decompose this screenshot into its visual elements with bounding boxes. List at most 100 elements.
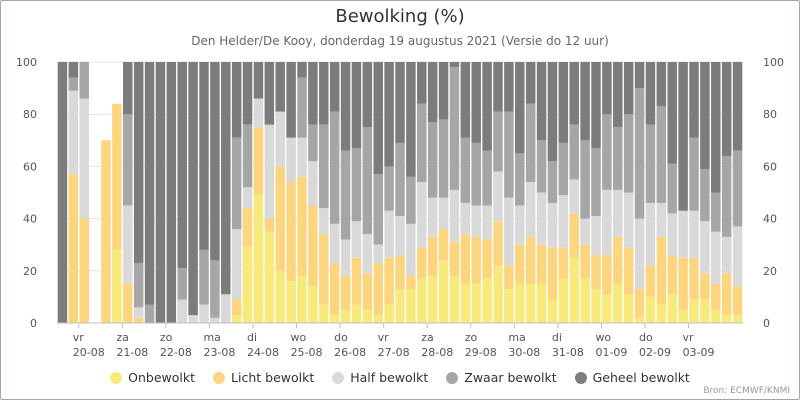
bar-segment	[406, 223, 416, 277]
bar-segment	[580, 218, 590, 245]
bar-segment	[406, 289, 416, 323]
legend: Onbewolkt Licht bewolkt Half bewolkt Zwaar …	[0, 370, 800, 385]
bar-segment	[580, 140, 590, 219]
legend-item[interactable]: Onbewolkt	[110, 370, 195, 385]
bar-segment	[656, 106, 667, 203]
bar-segment	[569, 213, 579, 258]
bar-segment	[536, 192, 547, 245]
bar-segment	[340, 150, 351, 240]
bar-segment	[68, 174, 79, 323]
x-tick-date: 02-09	[639, 346, 671, 359]
bar-segment	[525, 283, 536, 323]
bar-segment	[667, 294, 677, 323]
bar-segment	[667, 62, 677, 164]
bar-segment	[242, 247, 253, 323]
bar-segment	[297, 62, 307, 78]
legend-item[interactable]: Half bewolkt	[332, 370, 428, 385]
x-tick-day: ma	[203, 331, 220, 344]
bar-segment	[493, 265, 503, 323]
bar-segment	[319, 304, 329, 323]
y-tick-label-left: 100	[16, 56, 37, 69]
bar-segment	[493, 62, 503, 112]
bar-segment	[275, 270, 285, 323]
bar-segment	[319, 234, 329, 305]
bar-segment	[547, 299, 558, 323]
bar-segment	[580, 62, 590, 141]
bar-segment	[602, 294, 612, 323]
legend-label: Zwaar bewolkt	[464, 370, 557, 385]
bar-segment	[221, 62, 231, 295]
bar-segment	[536, 283, 547, 323]
bar-segment	[634, 218, 645, 290]
bar-segment	[700, 221, 710, 274]
bar-segment	[166, 62, 177, 323]
bar-segment	[362, 127, 373, 235]
bar-segment	[493, 221, 503, 266]
x-tick-date: 28-08	[421, 346, 453, 359]
legend-label: Half bewolkt	[350, 370, 429, 385]
bar-segment	[406, 176, 416, 224]
bar-segment	[515, 244, 525, 284]
bar-segment	[427, 62, 438, 123]
bar-segment	[286, 182, 296, 282]
bar-segment	[504, 111, 514, 198]
bar-segment	[623, 114, 634, 193]
legend-item[interactable]: Geheel bewolkt	[574, 370, 690, 385]
bar-segment	[351, 62, 362, 149]
bar-segment	[286, 62, 296, 138]
bar-segment	[395, 215, 405, 256]
legend-item[interactable]: Zwaar bewolkt	[446, 370, 557, 385]
y-tick-label-left: 60	[23, 160, 37, 173]
bar-segment	[700, 273, 710, 300]
x-tick-day: vr	[73, 331, 85, 344]
bar-segment	[656, 62, 667, 107]
bar-segment	[482, 239, 492, 279]
bar-segment	[656, 236, 667, 305]
bar-segment	[319, 62, 329, 125]
bar-segment	[536, 140, 547, 193]
bar-segment	[79, 218, 89, 323]
bar-segment	[536, 244, 547, 284]
bar-segment	[482, 278, 492, 323]
x-tick-date: 01-09	[595, 346, 627, 359]
bar-segment	[242, 208, 253, 248]
bar-segment	[613, 189, 623, 237]
bar-segment	[721, 155, 732, 237]
legend-label: Onbewolkt	[128, 370, 196, 385]
bar-segment	[471, 236, 481, 284]
bar-segment	[275, 62, 285, 112]
bar-segment	[308, 124, 318, 162]
bar-segment	[678, 309, 688, 323]
source-credit: Bron: ECMWF/KNMI	[703, 386, 790, 396]
bar-segment	[591, 148, 601, 216]
bar-segment	[384, 304, 394, 323]
bar-segment	[547, 62, 558, 162]
bar-segment	[580, 244, 590, 279]
bar-segment	[68, 62, 79, 78]
bar-segment	[634, 62, 645, 89]
bar-segment	[395, 142, 405, 216]
bar-segment	[460, 283, 471, 323]
bar-segment	[449, 189, 460, 243]
chart-subtitle: Den Helder/De Kooy, donderdag 19 augustu…	[191, 34, 609, 48]
bar-segment	[199, 249, 209, 305]
y-tick-label-left: 0	[30, 317, 37, 330]
bar-segment	[264, 124, 275, 219]
x-tick-date: 22-08	[160, 346, 192, 359]
x-tick-date: 24-08	[247, 346, 279, 359]
legend-swatch	[213, 371, 226, 384]
x-tick-date: 29-08	[465, 346, 497, 359]
bar-segment	[580, 278, 590, 323]
bar-segment	[645, 202, 656, 266]
bar-segment	[133, 317, 144, 323]
bar-segment	[79, 62, 89, 99]
bar-segment	[286, 137, 296, 183]
legend-item[interactable]: Licht bewolkt	[213, 370, 314, 385]
bar-segment	[351, 148, 362, 222]
bar-segment	[242, 124, 253, 188]
bar-segment	[384, 62, 394, 167]
bar-segment	[438, 119, 449, 198]
bar-segment	[362, 309, 373, 323]
bar-segment	[253, 127, 264, 196]
